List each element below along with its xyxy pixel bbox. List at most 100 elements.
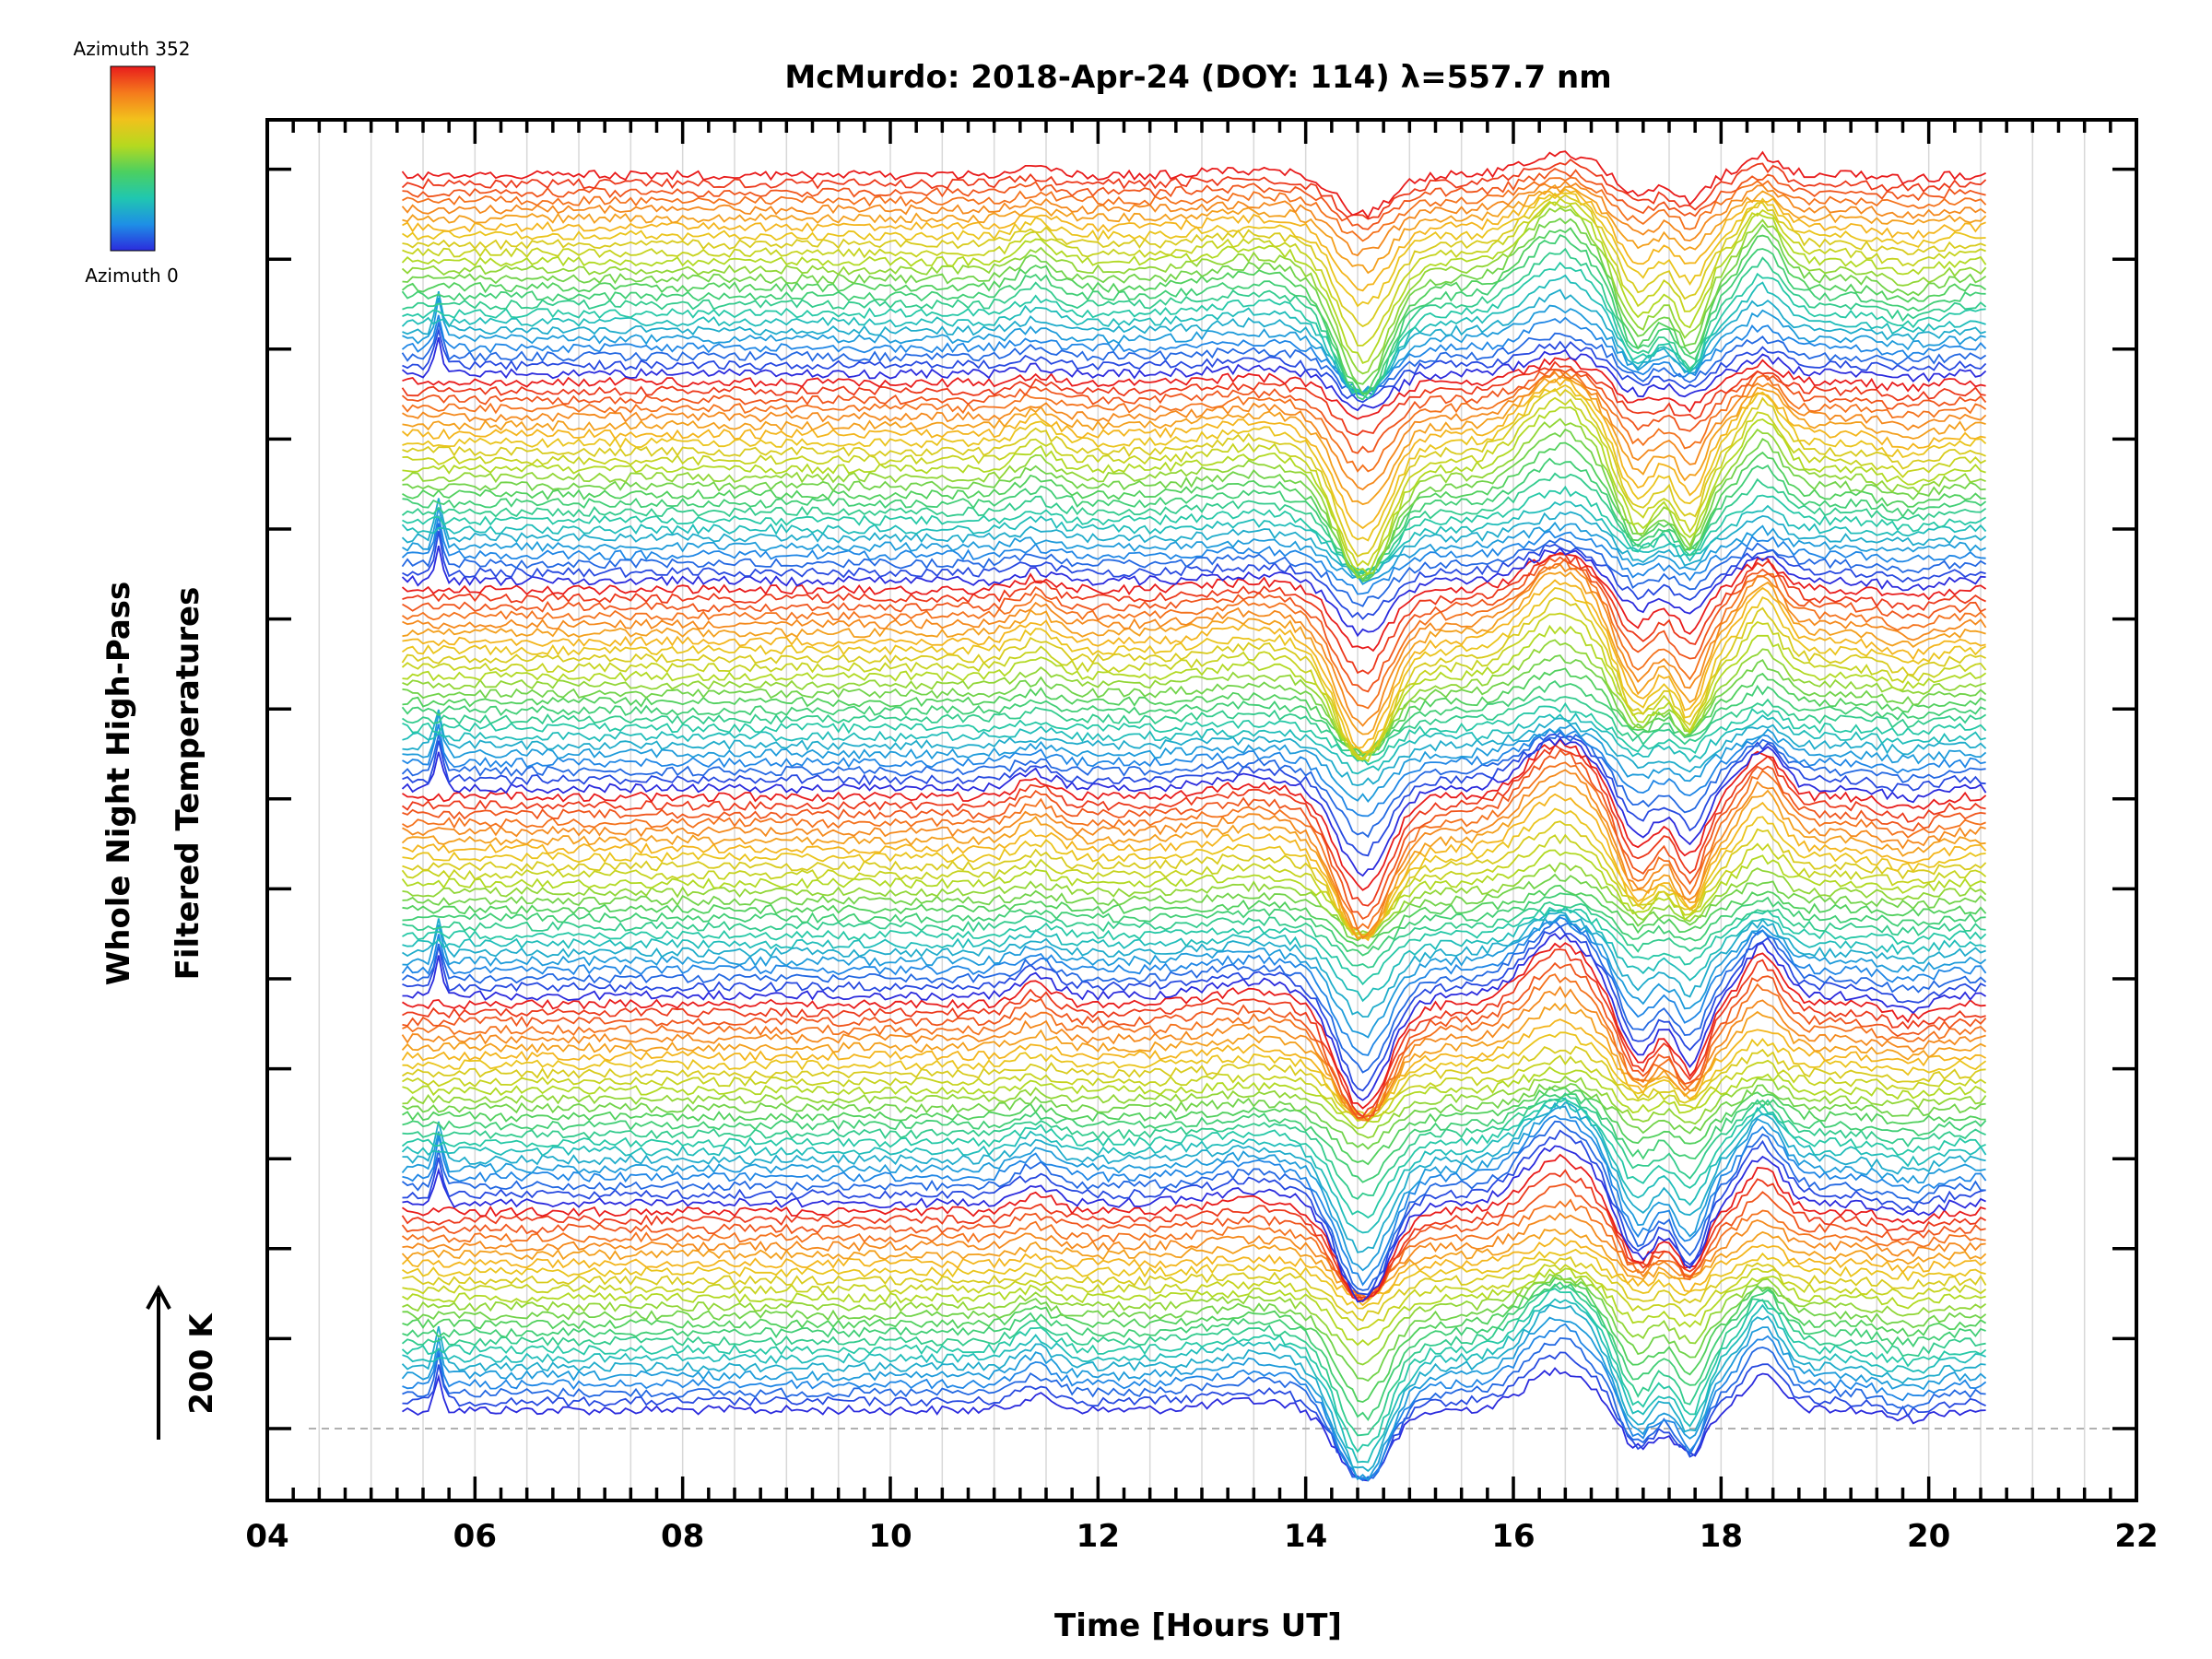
trace-line — [401, 523, 1987, 607]
y-axis-label-line-1: Whole Night High-Pass — [100, 582, 137, 986]
trace-line — [402, 192, 1986, 308]
trace-line — [402, 724, 1986, 818]
trace-line — [401, 498, 1987, 582]
trace-line — [402, 1277, 1987, 1404]
temperature-traces — [401, 150, 1987, 1482]
trace-line — [402, 748, 1986, 921]
axis-ticks — [265, 120, 2138, 1500]
trace-line — [401, 472, 1987, 575]
trace-line — [401, 1098, 1986, 1219]
trace-line — [402, 183, 1987, 275]
trace-line — [402, 1267, 1986, 1347]
trace-line — [402, 884, 1987, 949]
trace-line — [402, 1281, 1986, 1422]
trace-line — [401, 1105, 1986, 1272]
trace-line — [402, 507, 1986, 586]
trace-line — [402, 1075, 1987, 1139]
trace-line — [402, 553, 1986, 676]
trace-line — [402, 167, 1986, 230]
trace-line — [402, 356, 1986, 420]
chart-title: McMurdo: 2018-Apr-24 (DOY: 114) λ=557.7 … — [784, 59, 1611, 96]
trace-line — [401, 320, 1987, 397]
trace-line — [402, 218, 1987, 385]
trace-line — [402, 933, 1987, 1101]
trace-line — [402, 654, 1987, 757]
trace-line — [402, 712, 1986, 775]
trace-line — [402, 375, 1986, 506]
trace-line — [402, 371, 1987, 491]
legend-bottom-label: Azimuth 0 — [85, 265, 179, 287]
trace-line — [402, 667, 1986, 758]
trace-line — [402, 820, 1987, 937]
trace-line — [401, 369, 1987, 473]
x-axis-label: Time [Hours UT] — [1054, 1607, 1342, 1644]
trace-line — [401, 596, 1986, 760]
trace-line — [402, 1273, 1987, 1382]
scale-indicator: 200 K — [146, 1284, 220, 1440]
trace-line — [402, 1031, 1987, 1120]
trace-line — [401, 1182, 1986, 1302]
x-tick-label: 08 — [661, 1518, 704, 1555]
trace-line — [402, 1054, 1987, 1123]
trace-line — [402, 1248, 1986, 1310]
trace-line — [402, 1298, 1986, 1464]
trace-line — [401, 1198, 1986, 1300]
trace-line — [402, 288, 1986, 395]
trace-line — [402, 1145, 1986, 1303]
trace-line — [401, 1283, 1986, 1437]
trace-line — [401, 360, 1986, 437]
trace-line — [402, 563, 1987, 727]
trace-line — [401, 916, 1987, 1056]
trace-line — [402, 901, 1986, 969]
x-tick-label: 16 — [1491, 1518, 1535, 1555]
trace-line — [402, 905, 1987, 986]
x-tick-label: 20 — [1907, 1518, 1950, 1555]
trace-line — [401, 500, 1987, 578]
trace-line — [402, 188, 1986, 292]
trace-line — [401, 180, 1987, 257]
trace-line — [402, 418, 1986, 580]
trace-line — [402, 387, 1986, 558]
y-axis-label-line-2: Filtered Temperatures — [170, 587, 206, 981]
trace-line — [402, 1273, 1987, 1366]
colorbar — [110, 65, 156, 252]
trace-line — [402, 1129, 1986, 1296]
trace-line — [402, 961, 1987, 1119]
trace-line — [402, 1101, 1986, 1253]
trace-line — [402, 909, 1986, 1003]
trace-line — [401, 368, 1987, 454]
trace-line — [402, 1367, 1986, 1482]
trace-line — [401, 515, 1986, 595]
trace-line — [401, 849, 1986, 939]
trace-line — [401, 1002, 1987, 1119]
trace-line — [402, 571, 1986, 735]
trace-line — [401, 557, 1987, 710]
trace-line — [402, 247, 1987, 394]
trace-line — [402, 924, 1986, 1092]
trace-line — [402, 176, 1987, 242]
trace-line — [402, 1212, 1986, 1300]
x-tick-label: 04 — [245, 1518, 288, 1555]
trace-line — [401, 919, 1987, 1074]
trace-line — [402, 1323, 1987, 1480]
x-tick-label: 06 — [453, 1518, 497, 1555]
trace-line — [402, 973, 1987, 1123]
trace-line — [401, 150, 1986, 219]
trace-line — [402, 428, 1986, 581]
trace-line — [402, 485, 1987, 573]
trace-line — [402, 862, 1987, 936]
trace-line — [402, 261, 1986, 400]
legend-top-label: Azimuth 352 — [74, 38, 191, 60]
x-tick-labels: 04 06 08 10 12 14 16 18 20 22 — [245, 1518, 2158, 1555]
trace-line — [401, 546, 1986, 638]
trace-line — [402, 914, 1987, 1039]
trace-line — [402, 326, 1987, 404]
y-axis-label: Whole Night High-Pass Filtered Temperatu… — [100, 582, 206, 986]
trace-line — [401, 551, 1987, 653]
trace-line — [401, 679, 1986, 756]
trace-line — [401, 985, 1986, 1122]
trace-line — [402, 406, 1986, 576]
trace-line — [402, 892, 1986, 957]
trace-line — [402, 639, 1986, 758]
trace-line — [401, 731, 1986, 839]
